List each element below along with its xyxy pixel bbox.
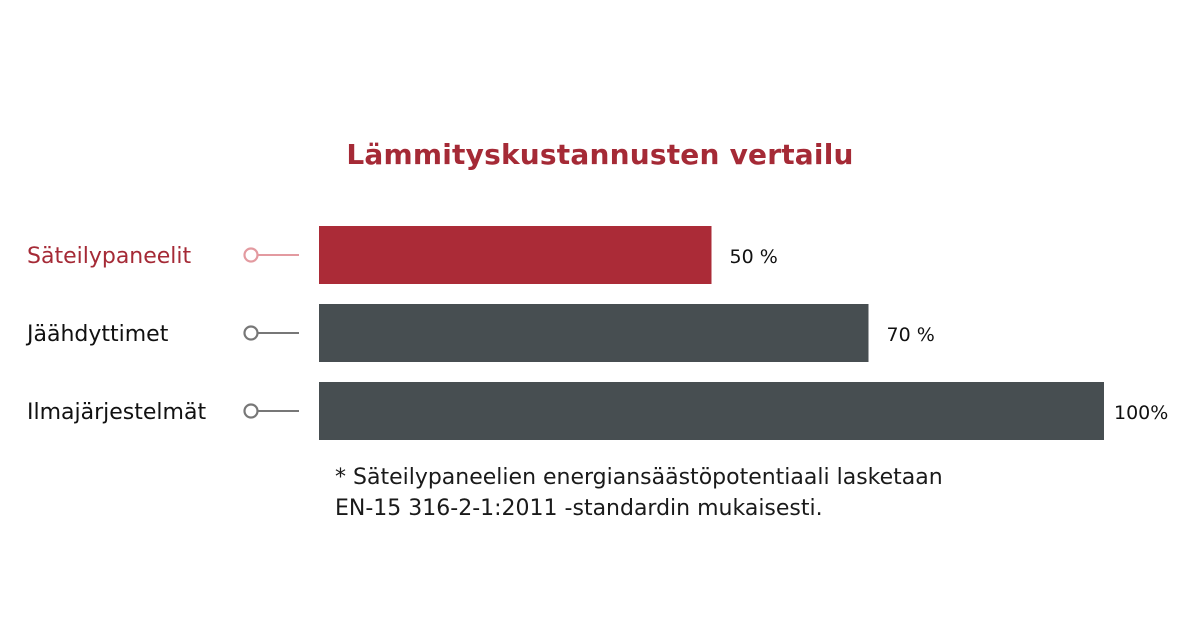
value-label-ilmaj-rjestelm-t: 100% <box>1114 402 1168 424</box>
category-label-ilmaj-rjestelm-t: Ilmajärjestelmät <box>27 400 206 425</box>
footnote: * Säteilypaneelien energiansäästöpotenti… <box>335 462 943 524</box>
chart-title: Lämmityskustannusten vertailu <box>346 138 854 171</box>
category-label-s-teilypaneelit: Säteilypaneelit <box>27 244 192 269</box>
footnote-line-1: * Säteilypaneelien energiansäästöpotenti… <box>335 465 943 490</box>
value-label-j-hdyttimet: 70 % <box>887 324 935 346</box>
connector-circle-j-hdyttimet <box>243 325 259 341</box>
bar-s-teilypaneelit <box>319 226 712 284</box>
bar-j-hdyttimet <box>319 304 869 362</box>
category-label-j-hdyttimet: Jäähdyttimet <box>25 322 169 347</box>
bar-ilmaj-rjestelm-t <box>319 382 1104 440</box>
footnote-line-2: EN-15 316-2-1:2011 -standardin mukaisest… <box>335 496 823 521</box>
connector-circle-ilmaj-rjestelm-t <box>243 403 259 419</box>
connector-circle-s-teilypaneelit <box>243 247 259 263</box>
value-label-s-teilypaneelit: 50 % <box>730 246 778 268</box>
